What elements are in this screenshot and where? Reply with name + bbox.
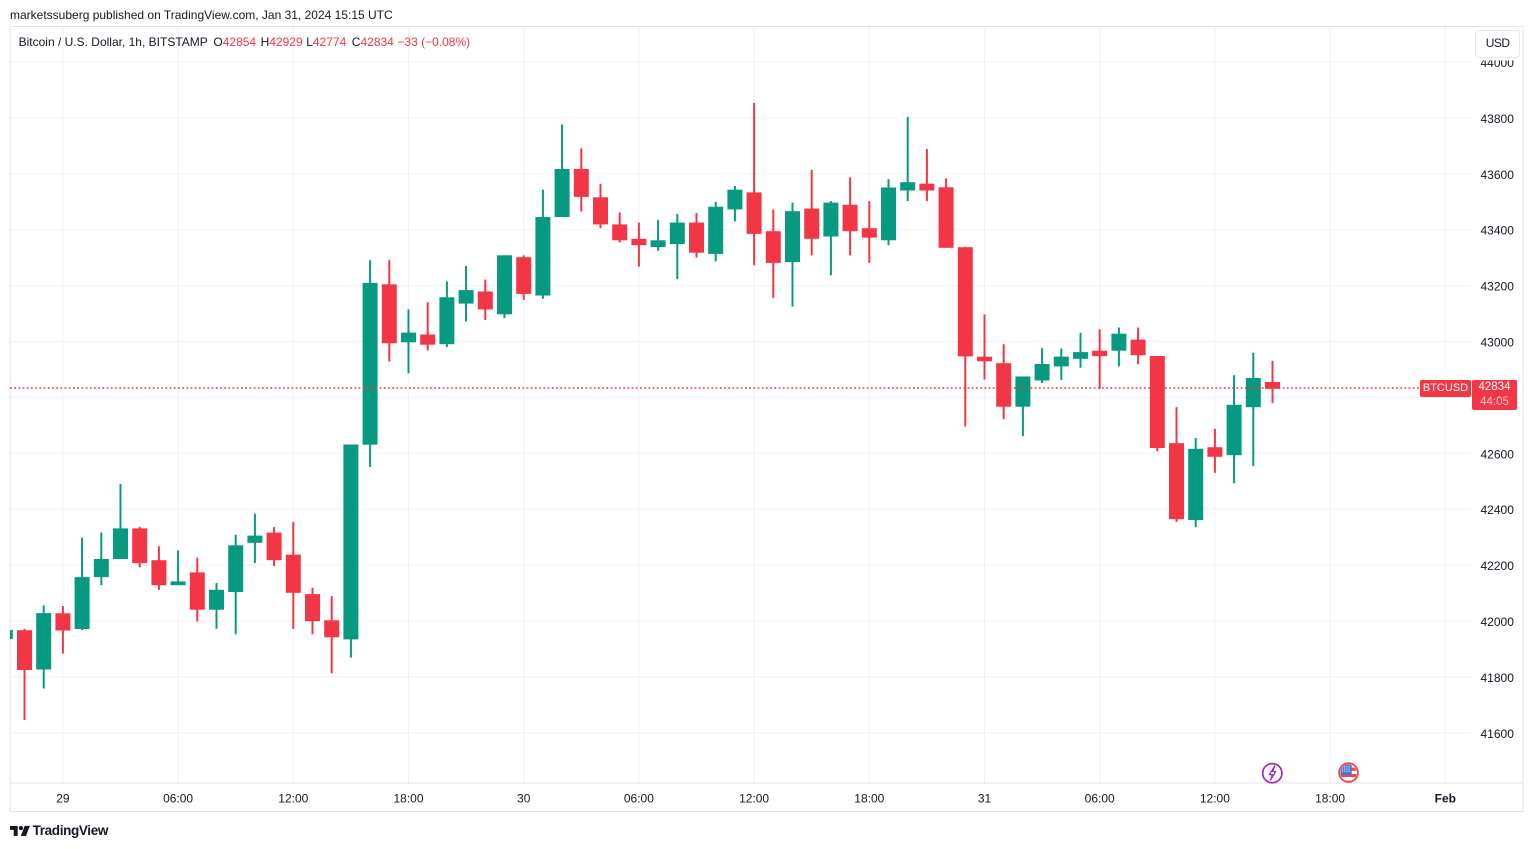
svg-text:06:00: 06:00: [163, 792, 193, 806]
svg-text:18:00: 18:00: [393, 792, 423, 806]
svg-text:42000: 42000: [1481, 615, 1515, 629]
svg-text:43200: 43200: [1481, 280, 1515, 294]
svg-text:41800: 41800: [1481, 671, 1515, 685]
svg-text:12:00: 12:00: [278, 792, 308, 806]
svg-text:43800: 43800: [1481, 112, 1515, 126]
svg-text:42600: 42600: [1481, 447, 1515, 461]
svg-text:30: 30: [517, 792, 531, 806]
svg-text:06:00: 06:00: [1085, 792, 1115, 806]
svg-text:41600: 41600: [1481, 727, 1515, 741]
svg-text:29: 29: [56, 792, 70, 806]
svg-text:43400: 43400: [1481, 224, 1515, 238]
svg-text:06:00: 06:00: [624, 792, 654, 806]
svg-text:42400: 42400: [1481, 503, 1515, 517]
svg-text:18:00: 18:00: [1315, 792, 1345, 806]
svg-text:43000: 43000: [1481, 336, 1515, 350]
svg-text:18:00: 18:00: [854, 792, 884, 806]
svg-text:31: 31: [978, 792, 992, 806]
svg-text:42200: 42200: [1481, 559, 1515, 573]
svg-text:12:00: 12:00: [1200, 792, 1230, 806]
svg-text:43600: 43600: [1481, 168, 1515, 182]
svg-text:12:00: 12:00: [739, 792, 769, 806]
svg-text:Feb: Feb: [1435, 792, 1456, 806]
